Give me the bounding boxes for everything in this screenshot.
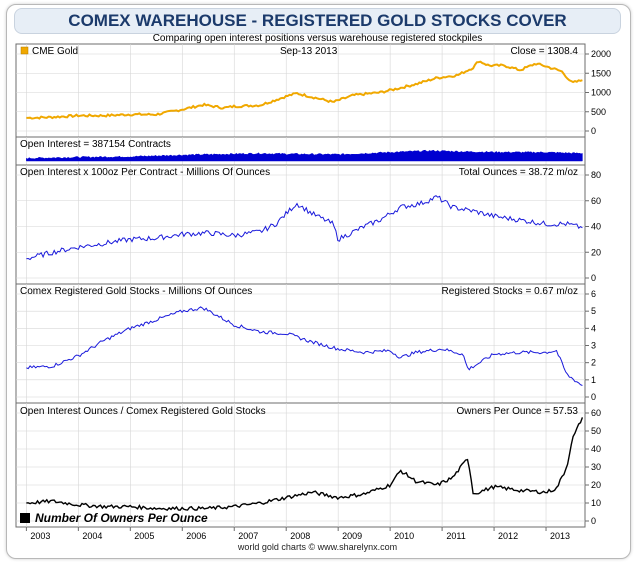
panel1-ytick-label: 1000 bbox=[591, 88, 611, 98]
xtick-label: 2006 bbox=[186, 531, 206, 541]
owners-legend-swatch bbox=[20, 513, 30, 523]
xtick-label: 2004 bbox=[82, 531, 102, 541]
panel4-ytick-label: 1 bbox=[591, 375, 596, 385]
panel4-ytick-label: 0 bbox=[591, 392, 596, 402]
panel3-series-line bbox=[26, 195, 583, 261]
panel5-ytick-label: 40 bbox=[591, 444, 601, 454]
panel1-ytick-label: 500 bbox=[591, 107, 606, 117]
panel3-ytick-label: 40 bbox=[591, 222, 601, 232]
panel3-ytick-label: 20 bbox=[591, 247, 601, 257]
panel5-ytick-label: 60 bbox=[591, 408, 601, 418]
chart-title: COMEX WAREHOUSE - REGISTERED GOLD STOCKS… bbox=[68, 11, 567, 30]
title-bar: COMEX WAREHOUSE - REGISTERED GOLD STOCKS… bbox=[14, 8, 621, 34]
panel3-frame bbox=[15, 164, 586, 285]
xtick-label: 2010 bbox=[394, 531, 414, 541]
panel5-ytick-label: 50 bbox=[591, 426, 601, 436]
panel5-ytick-label: 10 bbox=[591, 498, 601, 508]
panel4-ytick-label: 2 bbox=[591, 358, 596, 368]
total-ounces-value: Total Ounces = 38.72 m/oz bbox=[459, 167, 578, 178]
panel4-ytick-label: 3 bbox=[591, 341, 596, 351]
gold-legend-swatch bbox=[20, 46, 29, 55]
xtick-label: 2012 bbox=[498, 531, 518, 541]
xtick-label: 2009 bbox=[342, 531, 362, 541]
gold-date-label: Sep-13 2013 bbox=[280, 46, 338, 57]
xtick-label: 2011 bbox=[446, 531, 465, 541]
panel5-series-line bbox=[26, 417, 584, 512]
chart-footer: world gold charts © www.sharelynx.com bbox=[237, 542, 398, 552]
panel1-ytick-label: 2000 bbox=[591, 49, 611, 59]
panel5-ytick-label: 30 bbox=[591, 462, 601, 472]
owners-per-ounce-value: Owners Per Ounce = 57.53 bbox=[457, 406, 579, 417]
panel3-ytick-label: 80 bbox=[591, 170, 601, 180]
panel5-ytick-label: 20 bbox=[591, 480, 601, 490]
panel4-frame bbox=[15, 283, 586, 404]
panel3-ytick-label: 60 bbox=[591, 196, 601, 206]
chart-subtitle: Comparing open interest positions versus… bbox=[152, 33, 483, 44]
owners-ratio-legend: Open Interest Ounces / Comex Registered … bbox=[20, 406, 266, 417]
panel1-ytick-label: 0 bbox=[591, 126, 596, 136]
panel2-series-area bbox=[26, 149, 583, 162]
registered-stocks-value: Registered Stocks = 0.67 m/oz bbox=[442, 286, 578, 297]
panel1-ytick-label: 1500 bbox=[591, 68, 611, 78]
panel1-series-line bbox=[26, 60, 583, 120]
panel4-ytick-label: 6 bbox=[591, 289, 596, 299]
xtick-label: 2007 bbox=[238, 531, 258, 541]
gold-legend-label: CME Gold bbox=[32, 46, 78, 57]
panel5-frame bbox=[15, 402, 586, 528]
xtick-label: 2008 bbox=[290, 531, 310, 541]
xtick-label: 2005 bbox=[134, 531, 154, 541]
panel4-ytick-label: 4 bbox=[591, 323, 596, 333]
panel3-ytick-label: 0 bbox=[591, 273, 596, 283]
xtick-label: 2003 bbox=[30, 531, 50, 541]
gold-close-label: Close = 1308.4 bbox=[510, 46, 578, 57]
open-interest-label: Open Interest = 387154 Contracts bbox=[20, 139, 171, 150]
xtick-label: 2013 bbox=[550, 531, 570, 541]
panel5-ytick-label: 0 bbox=[591, 516, 596, 526]
panel4-series-line bbox=[26, 306, 583, 386]
owners-legend-label: Number Of Owners Per Ounce bbox=[35, 511, 208, 525]
panel4-ytick-label: 5 bbox=[591, 306, 596, 316]
panel1-frame bbox=[15, 43, 586, 138]
registered-stocks-legend: Comex Registered Gold Stocks - Millions … bbox=[20, 286, 252, 297]
total-ounces-legend: Open Interest x 100oz Per Contract - Mil… bbox=[20, 167, 270, 178]
